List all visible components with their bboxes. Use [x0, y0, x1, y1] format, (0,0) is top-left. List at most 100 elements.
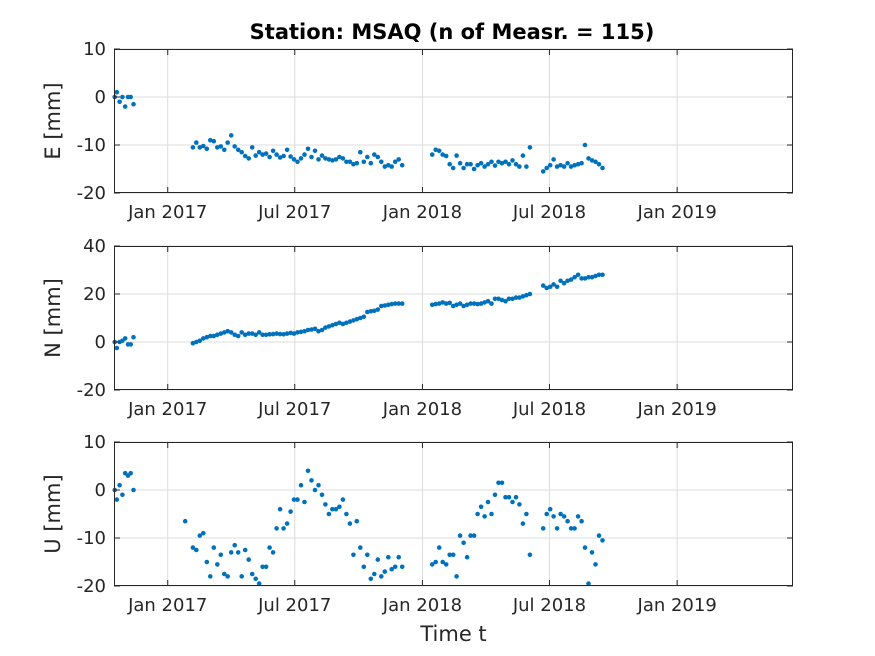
data-point: [305, 468, 311, 474]
y-axis-label: N [mm]: [41, 278, 65, 358]
data-point: [492, 296, 498, 302]
data-point: [295, 497, 300, 502]
data-point: [323, 156, 328, 161]
data-point: [291, 157, 297, 162]
x-tick-label: Jul 2017: [257, 202, 331, 223]
x-tick-label: Jan 2019: [637, 202, 717, 223]
data-point: [242, 332, 248, 338]
y-tick-label: 0: [95, 480, 106, 501]
data-point: [204, 559, 210, 565]
data-point: [496, 159, 501, 165]
data-point: [496, 480, 501, 486]
data-point: [298, 329, 304, 335]
data-point: [489, 301, 494, 306]
data-point: [201, 530, 206, 536]
data-point: [575, 272, 581, 278]
data-point: [323, 325, 328, 330]
data-point: [433, 147, 439, 153]
data-point: [464, 161, 470, 167]
data-point: [246, 331, 251, 336]
y-tick-label: -20: [77, 183, 106, 204]
data-point: [228, 330, 234, 335]
data-point: [375, 154, 381, 160]
data-point: [572, 274, 577, 280]
data-point: [309, 327, 314, 332]
data-point: [572, 162, 577, 168]
data-point: [194, 339, 199, 345]
y-tick-label: 20: [83, 284, 106, 305]
data-point: [323, 502, 328, 507]
data-point: [489, 159, 494, 165]
data-point: [284, 521, 290, 526]
data-point: [561, 164, 567, 169]
data-point: [454, 302, 459, 308]
data-point: [399, 301, 405, 306]
data-point: [389, 566, 395, 572]
data-point: [253, 332, 258, 338]
data-point: [281, 526, 286, 531]
data-point: [582, 142, 588, 148]
data-point: [281, 332, 286, 337]
data-point: [544, 285, 549, 291]
data-point: [235, 333, 241, 339]
x-tick-label: Jan 2019: [637, 399, 717, 420]
data-point: [554, 164, 560, 169]
data-point: [372, 152, 377, 157]
panels: -20 -10 0 10 Jan 2017 Jul 2017 Jan 2018 Jul 201…: [41, 39, 793, 646]
y-tick-label: -10: [77, 528, 106, 549]
data-point: [565, 278, 570, 284]
data-point: [485, 298, 491, 304]
data-point: [443, 153, 449, 159]
data-point: [302, 499, 307, 505]
y-tick-label: -10: [77, 135, 106, 156]
data-point: [309, 478, 314, 483]
data-point: [326, 324, 332, 329]
data-point: [450, 165, 456, 171]
data-point: [368, 160, 374, 166]
data-point: [120, 492, 125, 498]
data-point: [204, 146, 210, 152]
data-point: [436, 148, 442, 154]
data-point: [201, 143, 206, 149]
data-point: [344, 159, 349, 165]
data-point: [386, 554, 391, 560]
data-point: [527, 145, 533, 150]
data-point: [382, 303, 388, 308]
data-point: [312, 487, 318, 493]
y-tick-label: 10: [83, 39, 106, 60]
data-point: [215, 332, 220, 338]
x-tick-label: Jan 2017: [127, 399, 207, 420]
data-point: [232, 144, 237, 149]
data-point: [239, 574, 244, 579]
data-point: [503, 298, 508, 304]
data-point: [239, 330, 244, 335]
data-point: [333, 321, 339, 327]
data-point: [267, 154, 272, 160]
data-point: [517, 164, 522, 169]
data-point: [128, 342, 133, 347]
x-tick-label: Jan 2018: [382, 399, 462, 420]
data-point: [235, 147, 241, 153]
data-point: [506, 161, 512, 167]
data-point: [312, 326, 318, 332]
data-point: [468, 161, 473, 167]
data-point: [246, 557, 251, 562]
data-point: [396, 157, 402, 162]
y-tick-label: -20: [77, 576, 106, 597]
data-point: [232, 542, 237, 548]
data-point: [256, 581, 262, 586]
data-point: [302, 152, 307, 157]
x-tick-label: Jan 2019: [637, 595, 717, 616]
data-point: [291, 331, 297, 336]
data-point: [295, 159, 300, 165]
data-point: [520, 153, 526, 158]
data-point: [270, 550, 276, 555]
y-tick-label: 10: [83, 432, 106, 453]
data-point: [256, 149, 262, 155]
data-point: [208, 137, 213, 143]
data-point: [340, 497, 346, 502]
data-point: [510, 499, 515, 505]
data-point: [337, 154, 342, 160]
data-point: [333, 506, 339, 512]
data-point: [461, 303, 466, 309]
